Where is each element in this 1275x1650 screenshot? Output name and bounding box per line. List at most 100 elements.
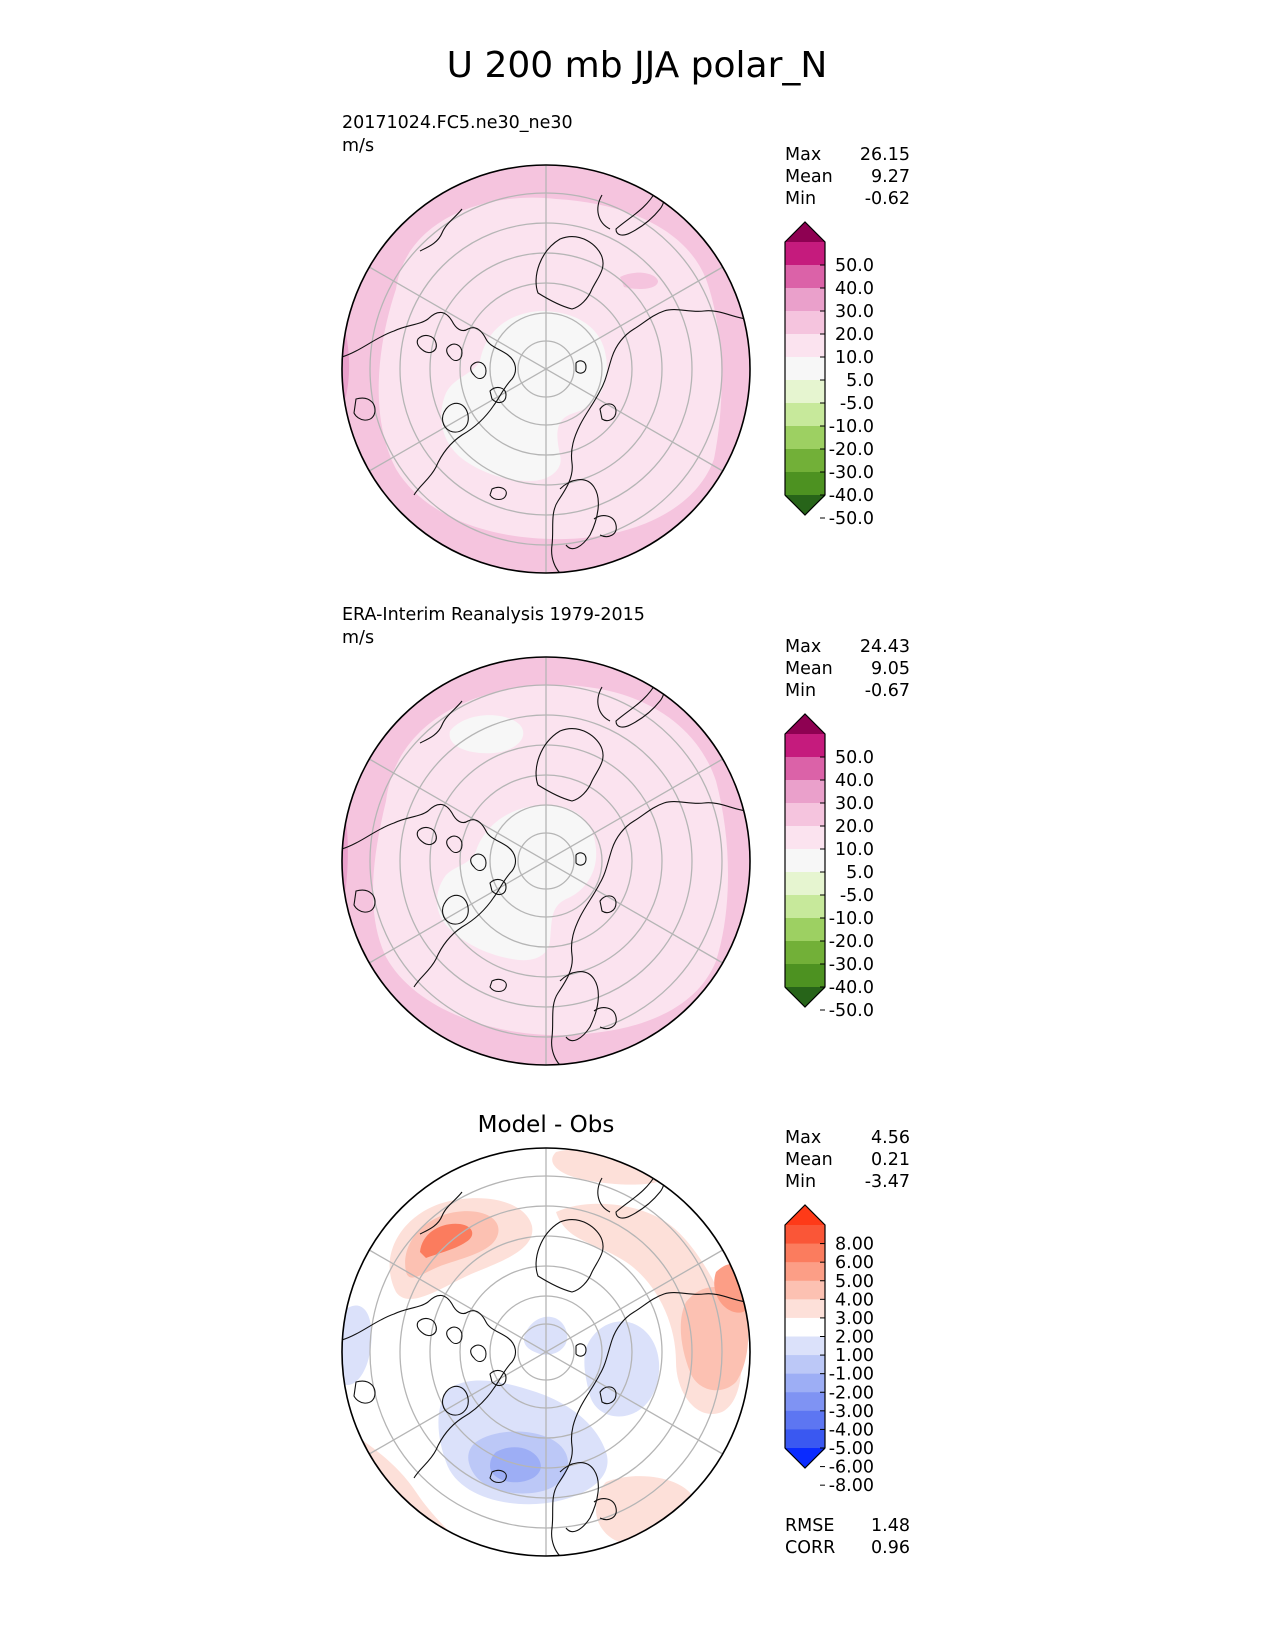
colorbar-segment	[785, 1336, 825, 1356]
colorbar-tick-label: 10.0	[835, 348, 874, 368]
colorbar-segment	[785, 472, 825, 496]
colorbar-tick-label: -2.00	[829, 1383, 874, 1403]
metric-rmse-label: RMSE	[785, 1516, 834, 1536]
stat-mean-label: Mean	[785, 1150, 833, 1170]
map-model	[341, 164, 751, 574]
colorbar-tick-label: 5.00	[835, 1272, 874, 1292]
colorbar-tick-label: -5.0	[840, 394, 874, 414]
colorbar-tick-label: -40.0	[829, 486, 874, 506]
colorbar-tick-label: -20.0	[829, 932, 874, 952]
stat-min-value: -3.47	[865, 1172, 910, 1192]
colorbar-segment	[785, 311, 825, 335]
colorbar-tick-label: -3.00	[829, 1402, 874, 1422]
colorbar-segment	[785, 1317, 825, 1338]
colorbar-obs: 50.0 40.0 30.0 20.0 10.0 5.0 -5.0 -10.0 -20.0 -30…	[784, 713, 874, 1021]
colorbar-extend-bottom	[785, 1448, 825, 1468]
colorbar-tick-label: 4.00	[835, 1290, 874, 1310]
panel-obs-title: ERA-Interim Reanalysis 1979-2015	[342, 605, 645, 625]
colorbar-diff: 8.006.005.004.003.002.001.00-1.00-2.00-3…	[784, 1204, 874, 1496]
panel-diff-title: Model - Obs	[478, 1112, 615, 1138]
colorbar-tick-label: 50.0	[835, 748, 874, 768]
colorbar-segment	[785, 242, 825, 266]
map-diff-neg-south-3	[490, 1447, 541, 1483]
map-model-patch-high-3	[620, 272, 658, 289]
map-diff-pos-e	[680, 1287, 749, 1391]
colorbar-segment	[785, 1225, 825, 1245]
stat-max-value: 26.15	[860, 145, 910, 165]
stat-mean-label: Mean	[785, 167, 833, 187]
colorbar-tick-label: -8.00	[829, 1476, 874, 1496]
colorbar-segment	[785, 918, 825, 942]
colorbar-segment	[785, 449, 825, 473]
colorbar-tick-label: 3.00	[835, 1309, 874, 1329]
stat-min-label: Min	[785, 681, 816, 701]
stat-min-label: Min	[785, 189, 816, 209]
colorbar-tick-label: -6.00	[829, 1458, 874, 1478]
metric-corr-label: CORR	[785, 1538, 835, 1558]
colorbar-tick-label: -50.0	[829, 509, 874, 529]
colorbar-segment	[785, 757, 825, 781]
colorbar-tick-label: 10.0	[835, 840, 874, 860]
map-obs-patch-calm-top	[449, 715, 524, 754]
stat-mean-value: 0.21	[871, 1150, 910, 1170]
colorbar-tick-label: -30.0	[829, 955, 874, 975]
colorbar-tick-label: 20.0	[835, 325, 874, 345]
metrics-diff: RMSE 1.48 CORR 0.96	[785, 1516, 910, 1558]
colorbar-segment	[785, 265, 825, 289]
stat-max-value: 4.56	[871, 1128, 910, 1148]
colorbar-segment	[785, 734, 825, 758]
panel-model: 20171024.FC5.ne30_ne30 m/s Max 26.15 Mea…	[341, 113, 910, 574]
stat-max-label: Max	[785, 1128, 821, 1148]
colorbar-segment	[785, 1429, 825, 1449]
colorbar-segment	[785, 288, 825, 312]
colorbar-segment	[785, 1410, 825, 1431]
stat-min-value: -0.67	[865, 681, 910, 701]
figure-title: U 200 mb JJA polar_N	[447, 45, 828, 86]
colorbar-tick-label: 6.00	[835, 1253, 874, 1273]
map-obs	[341, 656, 751, 1066]
colorbar-tick-label: -10.0	[829, 909, 874, 929]
colorbar-segment	[785, 1299, 825, 1319]
colorbar-segment	[785, 357, 825, 381]
colorbar-segment	[785, 1373, 825, 1393]
colorbar-segment	[785, 941, 825, 965]
stat-mean-label: Mean	[785, 659, 833, 679]
map-diff-pos-nw-3	[420, 1223, 473, 1258]
stats-model: Max 26.15 Mean 9.27 Min -0.62	[785, 145, 910, 209]
stat-max-label: Max	[785, 145, 821, 165]
panel-model-units: m/s	[342, 136, 374, 156]
stat-min-label: Min	[785, 1172, 816, 1192]
map-model-core-calm	[441, 311, 607, 481]
panel-model-title: 20171024.FC5.ne30_ne30	[342, 113, 573, 133]
colorbar-tick-label: -50.0	[829, 1001, 874, 1021]
colorbar-segment	[785, 380, 825, 404]
colorbar-tick-label: -5.00	[829, 1439, 874, 1459]
colorbar-segment	[785, 1262, 825, 1282]
colorbar-segment	[785, 964, 825, 988]
map-obs-boundary	[341, 656, 751, 1066]
stat-min-value: -0.62	[865, 189, 910, 209]
stat-mean-value: 9.27	[871, 167, 910, 187]
colorbar-segment	[785, 826, 825, 850]
colorbar-tick-label: 40.0	[835, 279, 874, 299]
metric-rmse-value: 1.48	[871, 1516, 910, 1536]
map-obs-core-calm	[437, 805, 597, 961]
panel-obs-units: m/s	[342, 628, 374, 648]
colorbar-tick-label: 40.0	[835, 771, 874, 791]
colorbar-extend-bottom	[785, 987, 825, 1007]
map-diff-pos-se	[596, 1476, 697, 1545]
colorbar-tick-label: 50.0	[835, 256, 874, 276]
colorbar-segment	[785, 895, 825, 919]
colorbar-segment	[785, 1243, 825, 1263]
colorbar-segment	[785, 780, 825, 804]
colorbar-segment	[785, 426, 825, 450]
colorbar-tick-label: -10.0	[829, 417, 874, 437]
colorbar-tick-label: 5.0	[846, 371, 874, 391]
colorbar-tick-label: 30.0	[835, 794, 874, 814]
map-obs-patch-high-2	[342, 781, 348, 921]
colorbar-segment	[785, 1355, 825, 1375]
colorbar-tick-label: 20.0	[835, 817, 874, 837]
map-model-patch-high-2	[342, 309, 350, 409]
panel-obs: ERA-Interim Reanalysis 1979-2015 m/s Max…	[341, 605, 910, 1066]
